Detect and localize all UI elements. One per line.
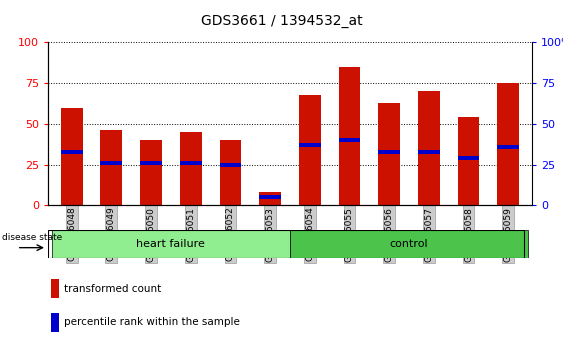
Bar: [220, 140, 242, 205]
Bar: [418, 91, 440, 205]
Bar: [180, 161, 202, 165]
Bar: [61, 108, 83, 205]
Text: transformed count: transformed count: [64, 284, 161, 294]
Text: heart failure: heart failure: [136, 239, 205, 249]
Bar: [338, 67, 360, 205]
Bar: [51, 313, 59, 332]
Bar: [61, 149, 83, 154]
Bar: [418, 149, 440, 154]
Text: disease state: disease state: [2, 233, 62, 242]
Bar: [378, 103, 400, 205]
Text: GDS3661 / 1394532_at: GDS3661 / 1394532_at: [200, 14, 363, 28]
Bar: [299, 143, 321, 147]
Bar: [180, 132, 202, 205]
Bar: [140, 161, 162, 165]
Text: control: control: [390, 239, 428, 249]
Bar: [458, 156, 480, 160]
Bar: [290, 230, 528, 258]
Bar: [497, 145, 519, 149]
Bar: [100, 161, 122, 165]
Bar: [220, 162, 242, 167]
Bar: [52, 230, 290, 258]
Bar: [100, 130, 122, 205]
Bar: [378, 149, 400, 154]
Bar: [51, 279, 59, 298]
Bar: [259, 195, 281, 199]
Bar: [259, 192, 281, 205]
Bar: [497, 83, 519, 205]
Bar: [458, 118, 480, 205]
Bar: [299, 95, 321, 205]
Text: percentile rank within the sample: percentile rank within the sample: [64, 317, 240, 327]
Bar: [338, 138, 360, 142]
Bar: [140, 140, 162, 205]
